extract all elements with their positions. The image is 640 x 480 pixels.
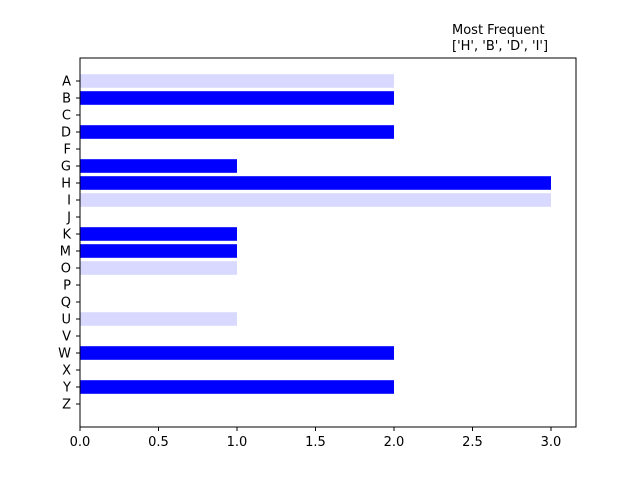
bar-G xyxy=(80,159,237,173)
y-tick-label: G xyxy=(61,160,71,175)
bar-Y xyxy=(80,380,394,394)
y-tick-label: H xyxy=(61,177,71,192)
bar-U xyxy=(80,312,237,326)
x-tick-label: 2.0 xyxy=(384,435,405,450)
bars-group xyxy=(80,74,551,394)
y-tick-label: I xyxy=(67,194,71,209)
bar-I xyxy=(80,193,551,207)
x-axis: 0.0 0.5 1.0 1.5 2.0 2.5 3.0 xyxy=(70,427,562,450)
y-tick-label: V xyxy=(62,330,71,345)
y-tick-label: C xyxy=(62,109,71,124)
y-tick-label: W xyxy=(58,347,71,362)
bar-D xyxy=(80,125,394,139)
chart-title-line-1: Most Frequent xyxy=(452,23,545,38)
bar-O xyxy=(80,261,237,275)
y-tick-label: Q xyxy=(61,296,71,311)
x-tick-label: 2.5 xyxy=(462,435,483,450)
x-tick-label: 0.0 xyxy=(70,435,91,450)
y-tick-label: P xyxy=(63,279,71,294)
y-tick-label: Y xyxy=(62,381,71,396)
x-tick-label: 1.5 xyxy=(305,435,326,450)
x-tick-label: 1.0 xyxy=(227,435,248,450)
y-tick-label: F xyxy=(64,143,71,158)
x-tick-label: 0.5 xyxy=(148,435,169,450)
chart-title-line-2: ['H', 'B', 'D', 'I'] xyxy=(452,39,548,54)
y-tick-label: X xyxy=(62,364,71,379)
y-tick-label: U xyxy=(61,313,71,328)
bar-B xyxy=(80,91,394,105)
y-tick-label: D xyxy=(61,126,71,141)
bar-K xyxy=(80,227,237,241)
y-tick-label: M xyxy=(60,245,71,260)
bar-A xyxy=(80,74,394,88)
bar-H xyxy=(80,176,551,190)
y-tick-label: B xyxy=(62,92,71,107)
x-tick-label: 3.0 xyxy=(541,435,562,450)
y-tick-label: Z xyxy=(62,398,71,413)
bar-W xyxy=(80,346,394,360)
plot-frame xyxy=(79,57,577,428)
y-tick-label: J xyxy=(66,211,71,226)
y-tick-label: A xyxy=(62,75,71,90)
bar-M xyxy=(80,244,237,258)
y-tick-label: O xyxy=(61,262,71,277)
y-tick-label: K xyxy=(62,228,71,243)
